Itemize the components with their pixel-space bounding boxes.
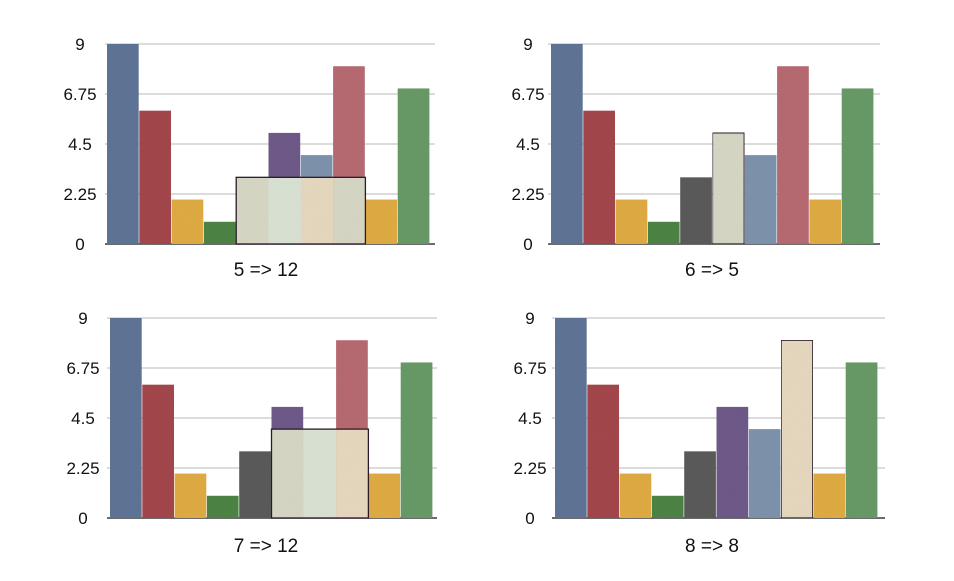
y-tick-label: 9	[525, 309, 534, 328]
y-tick-label: 2.25	[511, 185, 544, 204]
bar	[651, 495, 684, 518]
bar	[777, 66, 809, 244]
bar	[813, 473, 846, 518]
bar	[400, 362, 433, 518]
y-tick-label: 9	[523, 35, 532, 54]
bar	[583, 110, 615, 244]
highlighted-bar	[711, 132, 745, 245]
bar	[365, 199, 398, 244]
bar	[174, 473, 207, 518]
overlay-outline	[235, 176, 367, 245]
y-tick-label: 0	[75, 235, 84, 254]
chart-caption: 7 => 12	[234, 536, 298, 557]
overlay-segment	[236, 177, 269, 244]
bar	[748, 429, 781, 518]
y-tick-label: 4.5	[71, 409, 95, 428]
bar	[587, 384, 619, 518]
y-tick-label: 9	[75, 35, 84, 54]
bar	[744, 155, 777, 244]
y-tick-label: 9	[78, 309, 87, 328]
y-tick-label: 6.75	[511, 85, 544, 104]
bar	[809, 199, 842, 244]
chart-caption: 5 => 12	[234, 260, 298, 281]
overlay-outline	[270, 428, 370, 519]
bar	[555, 318, 587, 518]
y-tick-label: 6.75	[63, 85, 96, 104]
overlay-segment	[303, 429, 337, 518]
bar	[716, 406, 749, 518]
bar	[619, 473, 652, 518]
overlay-segment	[268, 177, 301, 244]
bar	[239, 451, 271, 518]
bar	[841, 88, 874, 244]
overlay-segment	[336, 429, 369, 518]
bar	[551, 44, 583, 244]
bar	[680, 177, 712, 244]
bar	[368, 473, 401, 518]
y-tick-label: 4.5	[516, 135, 540, 154]
bar	[171, 199, 204, 244]
highlighted-bar	[780, 339, 814, 519]
bar	[139, 110, 171, 244]
overlay-segment	[300, 177, 334, 244]
bar	[203, 221, 236, 244]
y-tick-label: 2.25	[66, 459, 99, 478]
bar	[206, 495, 239, 518]
bar	[142, 384, 174, 518]
overlay-segment	[333, 177, 366, 244]
bar	[615, 199, 648, 244]
y-tick-label: 4.5	[68, 135, 92, 154]
overlay-segment	[271, 429, 304, 518]
y-tick-label: 0	[523, 235, 532, 254]
bar	[684, 451, 716, 518]
bar	[845, 362, 878, 518]
y-tick-label: 0	[78, 509, 87, 528]
y-tick-label: 0	[525, 509, 534, 528]
bar	[107, 44, 139, 244]
bar	[397, 88, 430, 244]
y-tick-label: 4.5	[518, 409, 542, 428]
chart-caption: 8 => 8	[685, 536, 739, 557]
bar	[647, 221, 680, 244]
bar	[110, 318, 142, 518]
y-tick-label: 6.75	[513, 359, 546, 378]
y-tick-label: 2.25	[513, 459, 546, 478]
y-tick-label: 6.75	[66, 359, 99, 378]
y-tick-label: 2.25	[63, 185, 96, 204]
chart-caption: 6 => 5	[685, 260, 739, 281]
